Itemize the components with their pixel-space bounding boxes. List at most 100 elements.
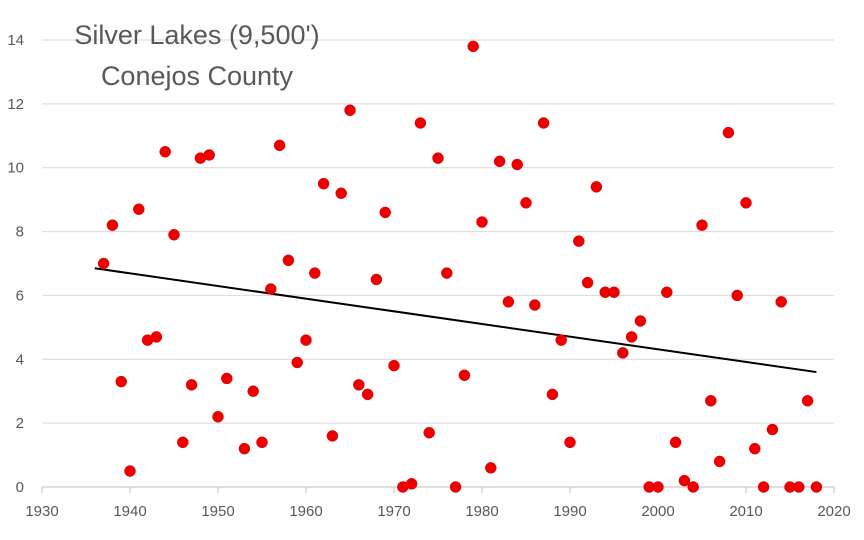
data-point-1989 — [555, 334, 567, 346]
data-point-2004 — [687, 481, 699, 493]
data-point-1965 — [344, 104, 356, 116]
data-point-1972 — [405, 478, 418, 490]
data-point-1941 — [133, 203, 145, 215]
x-tick-label-2020: 2020 — [817, 503, 850, 520]
data-point-1939 — [115, 375, 127, 388]
y-tick-label-4: 4 — [16, 351, 24, 368]
data-point-2009 — [731, 289, 743, 302]
data-point-1987 — [537, 117, 550, 129]
y-tick-label-10: 10 — [7, 160, 24, 177]
data-point-1960 — [300, 334, 312, 346]
data-point-1988 — [546, 388, 559, 401]
x-tick-label-2000: 2000 — [641, 503, 674, 520]
data-point-1966 — [353, 379, 365, 391]
data-point-2007 — [713, 455, 726, 468]
data-point-1943 — [150, 331, 163, 343]
data-point-1953 — [238, 442, 251, 455]
gridlines — [42, 39, 834, 424]
data-point-1996 — [617, 347, 629, 359]
data-point-1998 — [634, 315, 647, 327]
data-point-1979 — [467, 40, 479, 53]
x-tick-label-1990: 1990 — [553, 503, 586, 520]
data-point-1956 — [265, 283, 277, 295]
chart-title-line-2: Conejos County — [101, 61, 294, 91]
y-tick-label-14: 14 — [7, 32, 24, 49]
data-point-1995 — [608, 286, 620, 298]
data-point-1969 — [379, 206, 391, 219]
data-point-1967 — [361, 388, 374, 401]
data-point-2011 — [749, 442, 761, 455]
tick-labels: 0 2 4 6 8 10 12 14 1930 1940 1950 1960 1970 1980 1990 2… — [7, 32, 850, 520]
chart-title: Silver Lakes (9,500') Conejos County — [74, 20, 319, 91]
data-point-1959 — [291, 356, 303, 369]
data-point-1975 — [432, 152, 444, 164]
data-point-1949 — [203, 149, 215, 161]
data-point-2014 — [775, 296, 787, 308]
y-tick-label-12: 12 — [7, 96, 24, 113]
data-point-2002 — [669, 436, 682, 449]
data-point-1962 — [317, 177, 330, 190]
data-point-1981 — [485, 462, 497, 474]
data-point-1992 — [581, 276, 594, 289]
data-point-1997 — [625, 331, 638, 343]
data-point-2005 — [696, 219, 708, 231]
data-point-1974 — [423, 426, 435, 439]
data-point-1947 — [185, 379, 198, 391]
data-point-1938 — [106, 219, 119, 231]
data-point-2013 — [766, 423, 779, 436]
x-tick-label-2010: 2010 — [729, 503, 762, 520]
data-point-1940 — [124, 465, 136, 477]
data-point-2012 — [757, 481, 770, 493]
data-point-1945 — [168, 229, 180, 241]
data-point-2001 — [661, 286, 673, 298]
data-point-1950 — [212, 411, 224, 423]
x-tick-label-1930: 1930 — [25, 503, 58, 520]
x-tick-label-1940: 1940 — [113, 503, 146, 520]
data-point-2010 — [740, 197, 752, 209]
data-point-1964 — [335, 187, 347, 200]
data-point-1963 — [326, 430, 339, 442]
data-point-1970 — [388, 359, 400, 372]
trendline-layer — [94, 267, 817, 374]
x-tick-label-1980: 1980 — [465, 503, 498, 520]
data-point-1982 — [493, 155, 506, 168]
data-point-2006 — [705, 395, 717, 407]
chart-title-line-1: Silver Lakes (9,500') — [74, 20, 319, 50]
data-point-1937 — [97, 257, 110, 270]
data-point-1986 — [529, 299, 541, 311]
data-point-1993 — [590, 181, 603, 193]
data-point-1983 — [502, 296, 515, 308]
data-point-1951 — [221, 372, 233, 385]
x-tick-label-1960: 1960 — [289, 503, 322, 520]
data-point-1954 — [247, 385, 259, 397]
data-point-1944 — [159, 146, 171, 158]
data-point-2000 — [652, 481, 664, 493]
data-point-2016 — [793, 481, 805, 493]
data-point-1968 — [370, 273, 383, 286]
data-point-1985 — [520, 197, 532, 209]
y-tick-label-2: 2 — [16, 415, 24, 432]
data-point-1980 — [476, 216, 488, 228]
x-tick-label-1950: 1950 — [201, 503, 234, 520]
data-point-1977 — [449, 481, 462, 493]
data-point-1978 — [458, 369, 471, 381]
x-tick-label-1970: 1970 — [377, 503, 410, 520]
data-point-1990 — [564, 436, 576, 449]
data-point-1984 — [511, 158, 523, 171]
y-tick-label-8: 8 — [16, 224, 24, 241]
data-point-1946 — [177, 436, 189, 449]
axes — [41, 486, 835, 493]
data-point-1961 — [309, 267, 321, 279]
data-points — [97, 40, 823, 493]
data-point-1958 — [282, 254, 295, 267]
data-point-2008 — [722, 126, 735, 139]
data-point-2017 — [801, 395, 814, 407]
data-point-1973 — [414, 117, 427, 129]
data-point-1957 — [273, 139, 286, 152]
data-point-1976 — [441, 267, 453, 279]
data-point-2003 — [678, 474, 691, 487]
y-tick-label-6: 6 — [16, 287, 24, 304]
y-tick-label-0: 0 — [16, 479, 24, 496]
